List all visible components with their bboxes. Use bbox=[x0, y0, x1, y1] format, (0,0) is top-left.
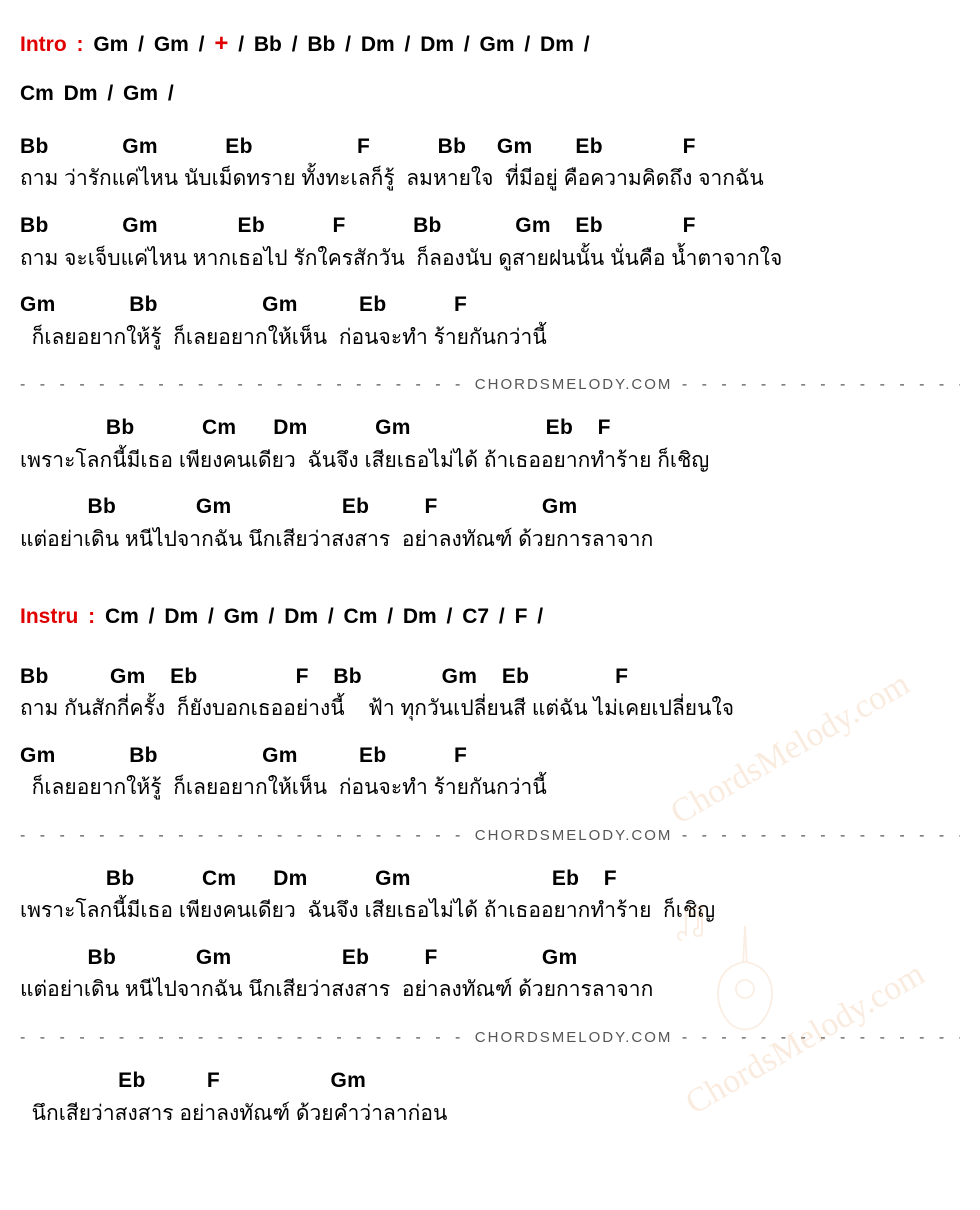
plus-icon: + bbox=[214, 30, 228, 57]
instru-chords: Cm / Dm / Gm / Dm / Cm / Dm / C7 / F / bbox=[95, 605, 543, 628]
chorus1a-lyrics: เพราะโลกนี้มีเธอ เพียงคนเดียว ฉันจึง เสี… bbox=[20, 444, 960, 478]
verse1-chords: Bb Gm Eb F Bb Gm Eb F bbox=[20, 131, 960, 163]
verse1-lyrics: ถาม ว่ารักแค่ไหน นับเม็ดทราย ทั้งทะเลก็ร… bbox=[20, 162, 960, 196]
pre1-chords: Gm Bb Gm Eb F bbox=[20, 289, 960, 321]
instru-section: Instru : Cm / Dm / Gm / Dm / Cm / Dm / C… bbox=[20, 594, 960, 640]
prechorus-2: Gm Bb Gm Eb F ก็เลยอยากให้รู้ ก็เลยอยากใ… bbox=[20, 740, 960, 805]
divider2-dashes-left: - - - - - - - - - - - - - - - - - - - - … bbox=[20, 827, 475, 844]
prechorus-1: Gm Bb Gm Eb F ก็เลยอยากให้รู้ ก็เลยอยากใ… bbox=[20, 289, 960, 354]
chorus1a-chords: Bb Cm Dm Gm Eb F bbox=[20, 412, 960, 444]
intro-chords-2: Cm Dm / Gm / bbox=[20, 82, 174, 105]
divider2-dashes-right: - - - - - - - - - - - - - - - - - - - - … bbox=[672, 827, 960, 844]
verse3-lyrics: ถาม กันสักกี่ครั้ง ก็ยังบอกเธออย่างนี้ ฟ… bbox=[20, 692, 960, 726]
chorus2a-lyrics: เพราะโลกนี้มีเธอ เพียงคนเดียว ฉันจึง เสี… bbox=[20, 894, 960, 928]
intro-line-2: Cm Dm / Gm / bbox=[20, 71, 960, 117]
verse-2: Bb Gm Eb F Bb Gm Eb F ถาม จะเจ็บแค่ไหน ห… bbox=[20, 210, 960, 275]
verse3-chords: Bb Gm Eb F Bb Gm Eb F bbox=[20, 661, 960, 693]
divider-3: - - - - - - - - - - - - - - - - - - - - … bbox=[20, 1029, 960, 1047]
verse2-chords: Bb Gm Eb F Bb Gm Eb F bbox=[20, 210, 960, 242]
chorus-1b: Bb Gm Eb F Gm แต่อย่าเดิน หนีไปจากฉัน นึ… bbox=[20, 491, 960, 556]
divider-dashes-right: - - - - - - - - - - - - - - - - - - - - … bbox=[672, 376, 960, 393]
chorus2b-chords: Bb Gm Eb F Gm bbox=[20, 942, 960, 974]
intro-chords-1: Gm / Gm / bbox=[83, 33, 214, 56]
chorus-2a: Bb Cm Dm Gm Eb F เพราะโลกนี้มีเธอ เพียงค… bbox=[20, 863, 960, 928]
outro: Eb F Gm นึกเสียว่าสงสาร อย่าลงทัณฑ์ ด้วย… bbox=[20, 1065, 960, 1130]
chorus2b-lyrics: แต่อย่าเดิน หนีไปจากฉัน นึกเสียว่าสงสาร … bbox=[20, 973, 960, 1007]
verse-3: Bb Gm Eb F Bb Gm Eb F ถาม กันสักกี่ครั้ง… bbox=[20, 661, 960, 726]
intro-section: Intro : Gm / Gm / + / Bb / Bb / Dm / Dm … bbox=[20, 18, 960, 71]
pre1-lyrics: ก็เลยอยากให้รู้ ก็เลยอยากให้เห็น ก่อนจะท… bbox=[20, 321, 960, 355]
divider2-text: CHORDSMELODY.COM bbox=[475, 827, 673, 844]
pre2-chords: Gm Bb Gm Eb F bbox=[20, 740, 960, 772]
divider-1: - - - - - - - - - - - - - - - - - - - - … bbox=[20, 376, 960, 394]
outro-chords: Eb F Gm bbox=[20, 1065, 960, 1097]
pre2-lyrics: ก็เลยอยากให้รู้ ก็เลยอยากให้เห็น ก่อนจะท… bbox=[20, 771, 960, 805]
divider-2: - - - - - - - - - - - - - - - - - - - - … bbox=[20, 827, 960, 845]
verse2-lyrics: ถาม จะเจ็บแค่ไหน หากเธอไป รักใครสักวัน ก… bbox=[20, 242, 960, 276]
instru-label: Instru : bbox=[20, 605, 95, 628]
intro-chords-1b: / Bb / Bb / Dm / Dm / Gm / Dm / bbox=[228, 33, 589, 56]
chorus-1a: Bb Cm Dm Gm Eb F เพราะโลกนี้มีเธอ เพียงค… bbox=[20, 412, 960, 477]
divider3-text: CHORDSMELODY.COM bbox=[475, 1029, 673, 1046]
music-note-icon bbox=[670, 900, 710, 950]
divider-dashes-left: - - - - - - - - - - - - - - - - - - - - … bbox=[20, 376, 475, 393]
outro-lyrics: นึกเสียว่าสงสาร อย่าลงทัณฑ์ ด้วยคำว่าลาก… bbox=[20, 1097, 960, 1131]
verse-1: Bb Gm Eb F Bb Gm Eb F ถาม ว่ารักแค่ไหน น… bbox=[20, 131, 960, 196]
chorus-2b: Bb Gm Eb F Gm แต่อย่าเดิน หนีไปจากฉัน นึ… bbox=[20, 942, 960, 1007]
divider-text: CHORDSMELODY.COM bbox=[475, 376, 673, 393]
chorus1b-lyrics: แต่อย่าเดิน หนีไปจากฉัน นึกเสียว่าสงสาร … bbox=[20, 523, 960, 557]
guitar-icon bbox=[700, 920, 790, 1040]
chorus2a-chords: Bb Cm Dm Gm Eb F bbox=[20, 863, 960, 895]
divider3-dashes-left: - - - - - - - - - - - - - - - - - - - - … bbox=[20, 1029, 475, 1046]
intro-label: Intro : bbox=[20, 33, 83, 56]
chorus1b-chords: Bb Gm Eb F Gm bbox=[20, 491, 960, 523]
